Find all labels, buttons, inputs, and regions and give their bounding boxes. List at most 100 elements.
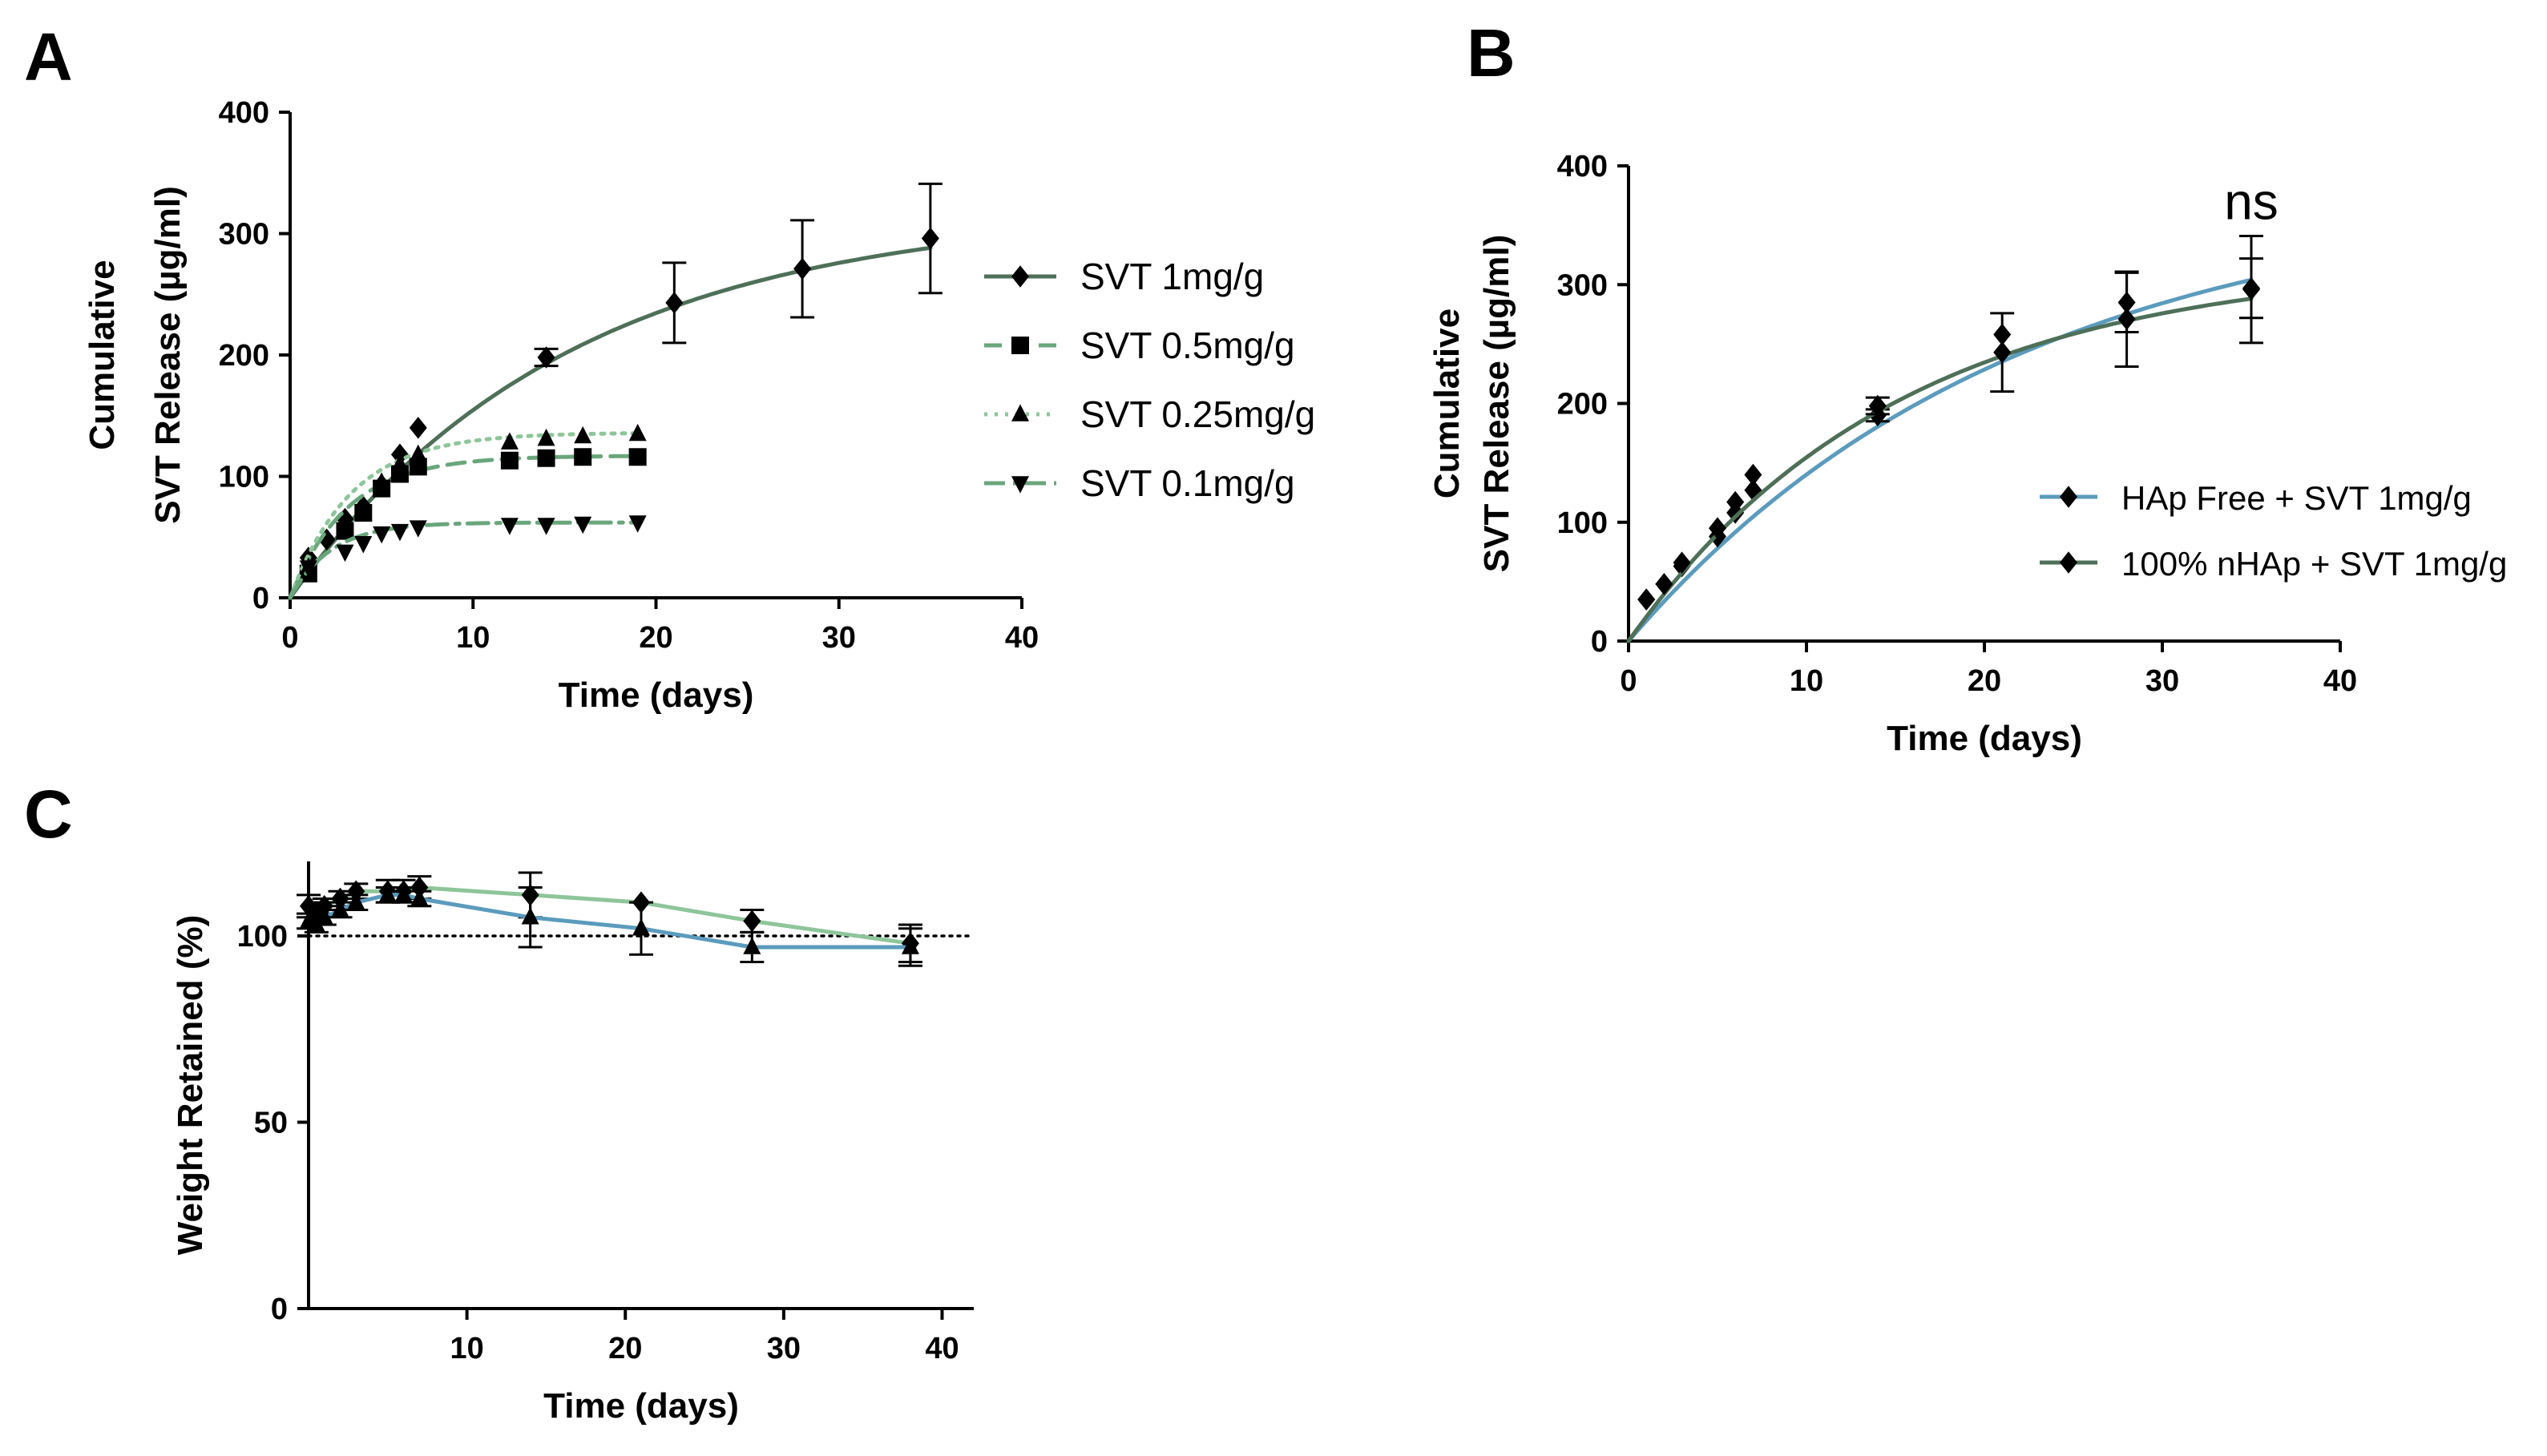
data-point-c-2	[632, 918, 650, 936]
x-tick-label-a: 20	[639, 621, 672, 655]
data-point-c-2	[743, 937, 761, 954]
x-tick-label-c: 40	[925, 1332, 959, 1365]
y-tick-label-b: 0	[1591, 625, 1608, 659]
x-tick-label-b: 40	[2323, 664, 2357, 698]
y-tick-label-b: 200	[1557, 388, 1608, 421]
y-tick-label-b: 100	[1557, 506, 1608, 540]
data-point-b-2	[1673, 551, 1691, 574]
y-axis-title-line2-a: SVT Release (µg/ml)	[148, 186, 188, 523]
annotation-b: ns	[2224, 173, 2279, 231]
data-point-a-2	[500, 451, 519, 470]
x-axis-title-a: Time (days)	[559, 676, 754, 715]
data-point-a-3	[574, 426, 592, 444]
x-tick-label-c: 10	[450, 1332, 483, 1365]
data-point-a-4	[628, 515, 647, 533]
data-point-b-2	[1868, 394, 1887, 417]
data-point-c-1	[331, 887, 349, 910]
y-tick-label-a: 400	[219, 96, 269, 130]
data-point-a-4	[500, 518, 519, 535]
y-axis-title-c: Weight Retained (%)	[171, 915, 210, 1256]
panel-letter-c: C	[24, 776, 73, 852]
data-point-c-2	[331, 899, 349, 918]
y-tick-label-a: 300	[219, 218, 269, 252]
legend-marker-a-3	[1011, 404, 1029, 421]
data-point-a-2	[574, 448, 592, 466]
x-tick-label-b: 20	[1968, 664, 2001, 698]
legend-marker-b-1	[2060, 486, 2077, 508]
data-point-b-2	[1637, 588, 1656, 611]
x-tick-label-a: 0	[281, 621, 298, 655]
data-point-a-4	[354, 536, 373, 554]
x-tick-label-b: 10	[1790, 664, 1823, 698]
data-point-c-2	[315, 907, 333, 925]
data-point-a-3	[373, 472, 391, 490]
x-tick-label-b: 0	[1620, 664, 1637, 698]
chart-panel-c: 10 20 30 40 0 50 100 Time (days) Weight Retained…	[171, 861, 975, 1426]
data-point-a-1	[921, 227, 939, 250]
y-tick-label-c: 0	[271, 1293, 288, 1326]
data-point-c-1	[410, 876, 429, 899]
data-point-c-2	[410, 888, 429, 906]
data-point-a-2	[628, 448, 647, 466]
x-tick-label-b: 30	[2145, 664, 2179, 698]
data-point-a-3	[390, 454, 409, 472]
data-point-a-3	[354, 496, 373, 514]
data-point-a-1	[409, 417, 427, 439]
data-point-a-4	[390, 523, 409, 542]
legend-marker-b-2	[2060, 551, 2077, 574]
data-point-b-2	[1744, 463, 1762, 486]
data-point-a-4	[299, 560, 317, 578]
data-point-c-2	[347, 892, 365, 909]
data-point-c-2	[378, 885, 397, 902]
legend-label-a-4: SVT 0.1mg/g	[1080, 462, 1295, 504]
data-point-a-1	[537, 346, 555, 369]
data-point-a-4	[409, 520, 427, 538]
y-tick-label-b: 400	[1557, 150, 1608, 184]
data-point-c-1	[315, 895, 333, 918]
legend-label-a-3: SVT 0.25mg/g	[1080, 393, 1315, 435]
data-point-b-2	[1655, 573, 1673, 595]
panel-letter-b: B	[1467, 15, 1516, 91]
legend-label-a-2: SVT 0.5mg/g	[1080, 325, 1295, 366]
data-point-a-3	[537, 428, 555, 446]
data-point-a-1	[793, 257, 812, 280]
x-tick-label-a: 30	[822, 621, 856, 655]
data-point-c-2	[394, 885, 413, 902]
legend-marker-a-2	[1011, 337, 1029, 354]
data-point-a-4	[574, 516, 592, 534]
legend-label-a-1: SVT 1mg/g	[1080, 256, 1264, 297]
series-line-b-1	[1626, 277, 2254, 643]
y-axis-title-line1-b: Cumulative	[1427, 309, 1467, 498]
series-line-a-1	[288, 245, 933, 600]
y-axis-title-line1-a: Cumulative	[83, 260, 122, 450]
data-point-c-1	[347, 880, 365, 902]
data-point-b-2	[1726, 490, 1745, 514]
x-tick-label-c: 20	[608, 1332, 642, 1365]
data-point-a-4	[336, 544, 354, 563]
x-tick-label-a: 40	[1005, 621, 1039, 655]
data-point-a-3	[500, 432, 519, 450]
data-point-b-2	[1709, 517, 1726, 539]
data-point-a-2	[409, 458, 427, 476]
data-point-a-2	[537, 449, 555, 467]
data-point-a-3	[628, 423, 647, 442]
legend-label-b-2: 100% nHAp + SVT 1mg/g	[2121, 545, 2507, 583]
y-axis-title-line2-b: SVT Release (µg/ml)	[1477, 235, 1516, 572]
x-axis-title-b: Time (days)	[1887, 719, 2082, 758]
data-point-c-1	[743, 909, 761, 933]
data-point-c-2	[901, 937, 919, 954]
data-point-a-1	[665, 292, 684, 314]
data-point-b-2	[1993, 341, 2012, 364]
data-point-b-2	[2117, 308, 2136, 330]
data-point-b-2	[2242, 278, 2260, 300]
y-tick-label-b: 300	[1557, 268, 1608, 302]
y-tick-label-a: 0	[252, 582, 269, 615]
legend-marker-a-4	[1011, 476, 1029, 494]
x-axis-title-c: Time (days)	[543, 1386, 739, 1426]
series-line-b-2	[1626, 296, 2254, 643]
y-tick-label-a: 100	[219, 461, 269, 494]
panel-letter-a: A	[24, 19, 73, 95]
